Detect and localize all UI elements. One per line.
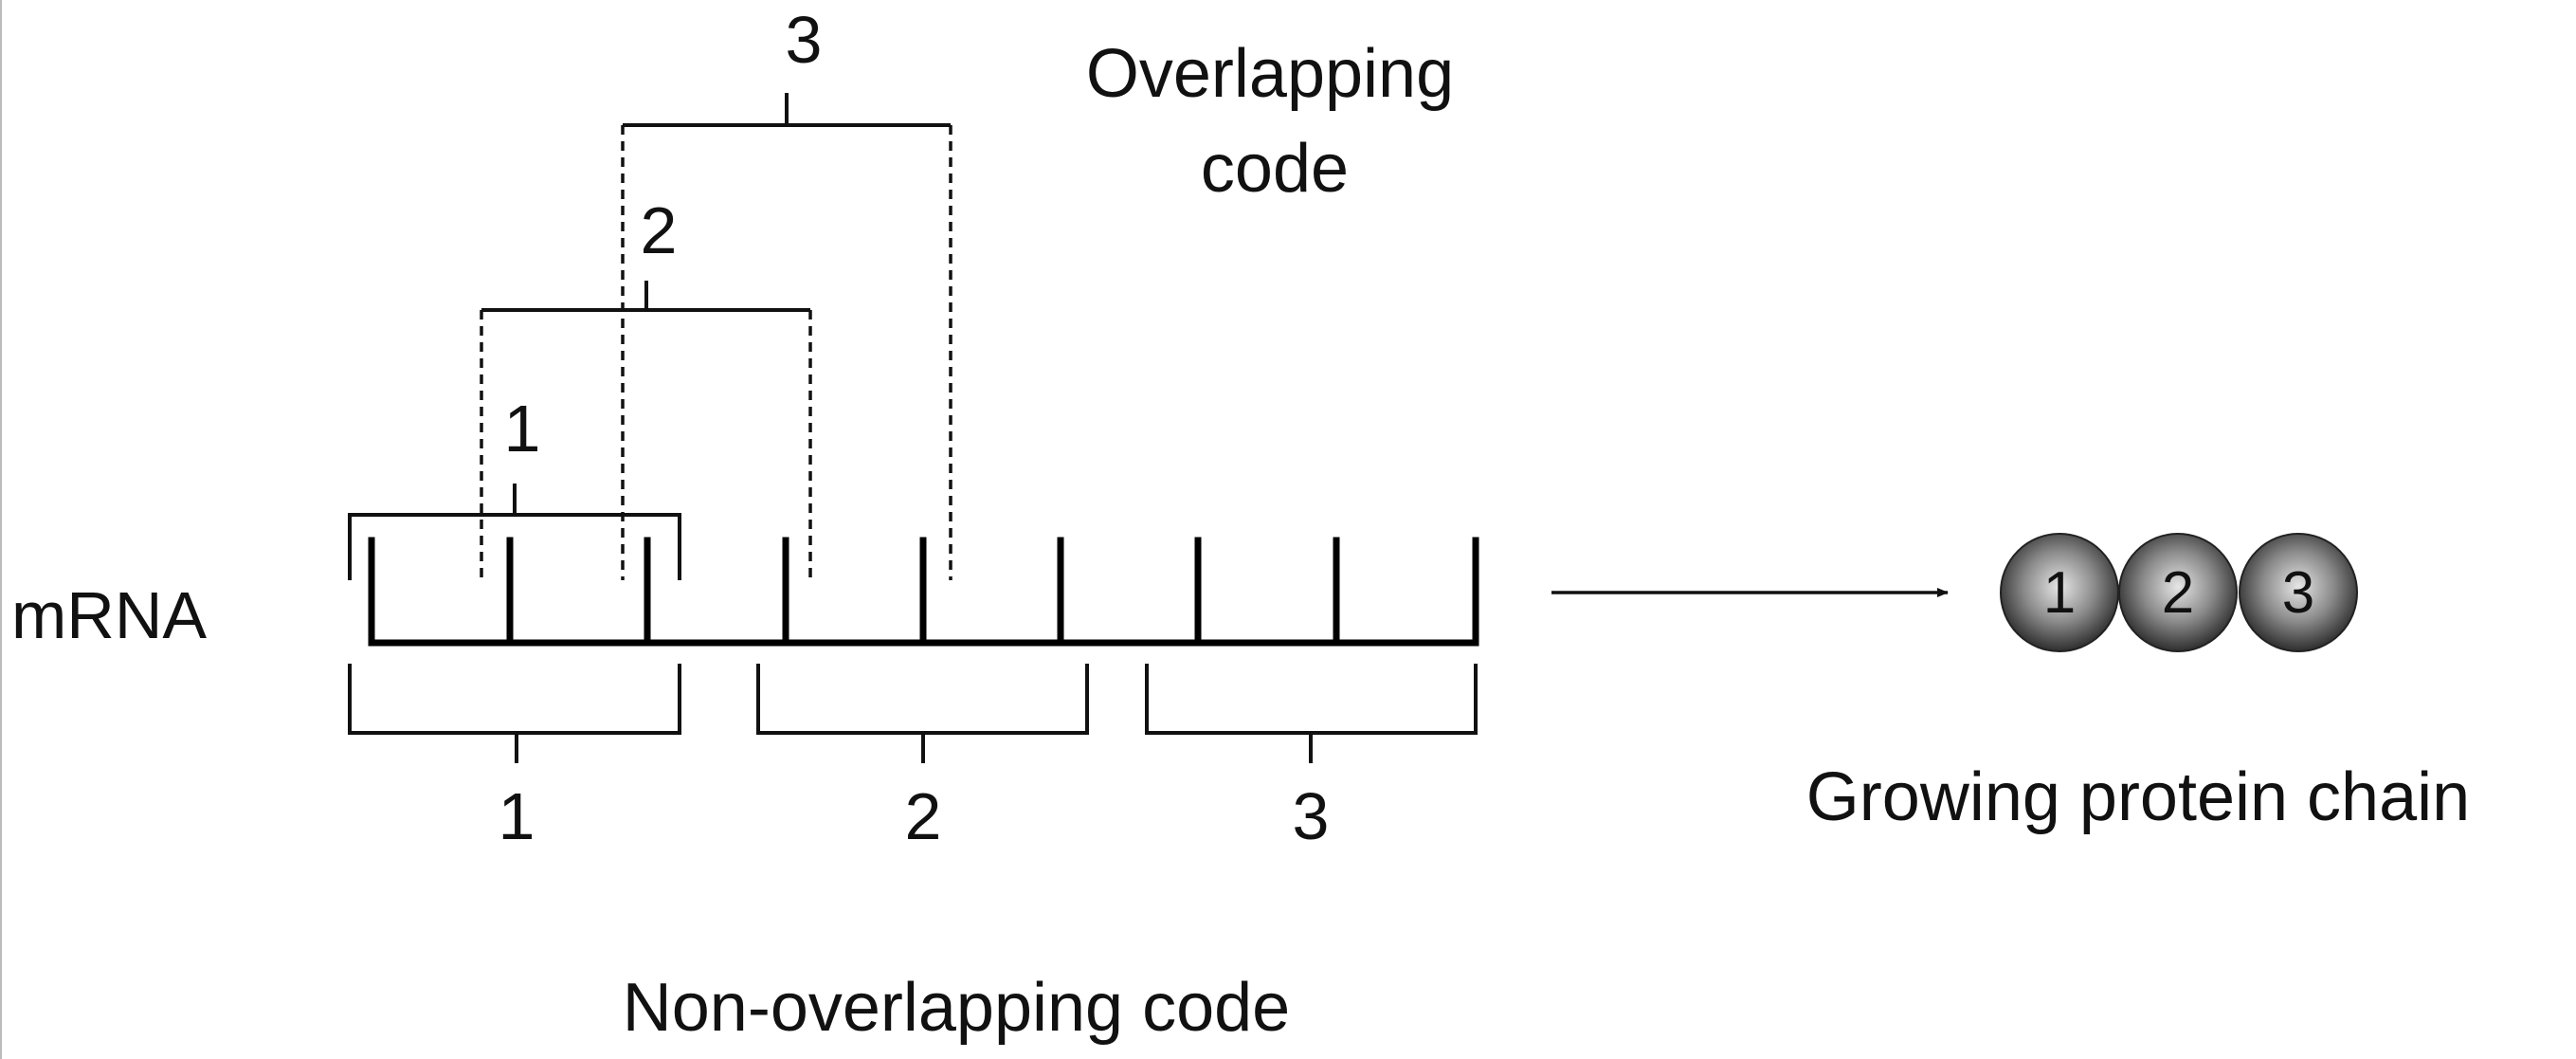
nonoverlap-codon-1-label: 1 xyxy=(499,779,535,853)
nonoverlap-codon-3-label: 3 xyxy=(1293,779,1330,853)
nonoverlap-bracket-2 xyxy=(756,664,1089,735)
overlap-codon-1-label: 1 xyxy=(504,392,541,466)
overlap-codon-2-label: 2 xyxy=(641,193,678,267)
mrna-strand xyxy=(368,537,1479,647)
overlapping-code-title: Overlapping xyxy=(1086,36,1454,112)
protein-chain: 1 2 3 Growing protein chain xyxy=(1806,533,2470,835)
nonoverlap-codon-2-label: 2 xyxy=(905,779,942,853)
overlap-bracket-1 xyxy=(348,513,681,580)
amino-acid-bead: 1 xyxy=(2000,533,2119,652)
amino-acid-bead: 2 xyxy=(2118,533,2238,652)
nonoverlap-bracket-1 xyxy=(348,664,681,735)
protein-chain-label: Growing protein chain xyxy=(1806,759,2470,835)
non-overlapping-code-title: Non-overlapping code xyxy=(623,970,1290,1046)
amino-acid-label: 3 xyxy=(2282,560,2314,626)
mrna-label: mRNA xyxy=(11,578,207,652)
overlapping-code-title-2: code xyxy=(1201,131,1349,207)
amino-acid-bead: 3 xyxy=(2239,533,2358,652)
amino-acid-label: 2 xyxy=(2162,560,2194,626)
overlap-codon-3-label: 3 xyxy=(786,3,823,77)
nonoverlap-bracket-3 xyxy=(1145,664,1478,735)
amino-acid-label: 1 xyxy=(2043,560,2076,626)
overlapping-code: 1 2 3 Overlapping code xyxy=(348,3,1454,580)
non-overlapping-code: 1 2 3 Non-overlapping code xyxy=(348,664,1478,1046)
